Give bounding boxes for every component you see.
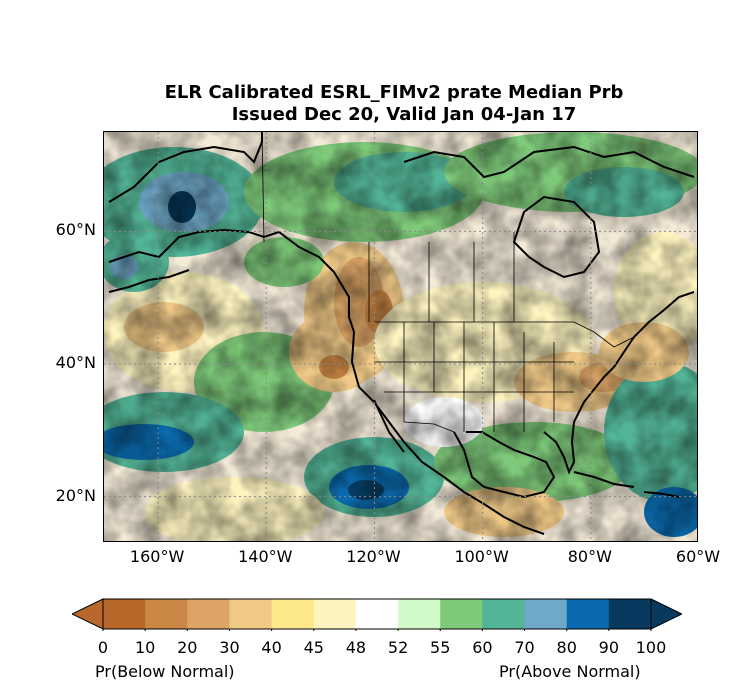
colorbar xyxy=(72,598,682,631)
colorbar-under-arrow xyxy=(72,598,104,630)
colorbar-segment xyxy=(524,599,568,629)
border-us-canada xyxy=(374,321,635,348)
colorbar-tick-label: 10 xyxy=(134,638,156,657)
colorbar-tick-label: 70 xyxy=(514,638,535,657)
latitude-label: 20°N xyxy=(55,485,96,505)
longitude-label: 160°W xyxy=(129,547,185,566)
coastline-gulf xyxy=(453,431,556,499)
colorbar-tick-label: 100 xyxy=(635,638,667,657)
latitude-label: 60°N xyxy=(55,220,96,240)
colorbar-tick-label: 52 xyxy=(387,638,409,657)
border-canada-provinces xyxy=(368,232,515,322)
graticule xyxy=(104,132,697,541)
colorbar-tick-label: 40 xyxy=(261,638,282,657)
colorbar-tick-label: 45 xyxy=(303,638,324,657)
coastline-hudson-bay xyxy=(512,195,601,279)
political-borders xyxy=(261,132,635,433)
colorbar-segment xyxy=(187,599,230,629)
coastline-west-coast xyxy=(350,331,545,535)
colorbar-tick-label: 0 xyxy=(97,638,109,657)
probability-map xyxy=(104,132,697,541)
colorbar-tick-label: 80 xyxy=(556,638,577,657)
colorbar-segment xyxy=(398,599,441,629)
probability-field xyxy=(104,132,697,541)
coastline-arctic xyxy=(403,145,695,179)
longitude-label: 120°W xyxy=(346,547,401,566)
latitude-label: 40°N xyxy=(55,353,96,373)
colorbar-tick-label: 48 xyxy=(345,638,367,657)
colorbar-tick-label: 55 xyxy=(430,638,451,657)
border-alaska-canada xyxy=(261,132,265,243)
colorbar-segment xyxy=(566,599,610,629)
coastline-east xyxy=(573,291,695,423)
colorbar-segment xyxy=(271,599,315,629)
colorbar-below-normal-label: Pr(Below Normal) xyxy=(95,662,235,681)
longitude-label: 80°W xyxy=(567,547,612,566)
colorbar-above-normal-label: Pr(Above Normal) xyxy=(499,662,641,681)
colorbar-segment xyxy=(145,599,188,629)
colorbar-tick-label: 20 xyxy=(177,638,198,657)
map-title-line2: Issued Dec 20, Valid Jan 04-Jan 17 xyxy=(231,104,577,125)
colorbar-segment xyxy=(313,599,357,629)
colorbar-tick-label: 30 xyxy=(219,638,240,657)
colorbar-segment xyxy=(355,599,399,629)
colorbar-segment xyxy=(608,599,652,629)
coastline-cuba xyxy=(573,471,635,488)
colorbar-segment xyxy=(229,599,273,629)
border-us-states xyxy=(374,322,574,432)
colorbar-segment xyxy=(103,599,146,629)
coastline-aleutians xyxy=(108,269,190,293)
map-panel xyxy=(103,131,698,542)
coastline-florida xyxy=(543,421,576,475)
longitude-label: 60°W xyxy=(675,547,721,566)
colorbar-over-arrow xyxy=(650,598,682,630)
colorbar-outline xyxy=(102,598,652,630)
coastline-hispaniola xyxy=(643,491,680,498)
longitude-label: 140°W xyxy=(238,547,293,566)
coastline-baja xyxy=(373,399,405,453)
colorbar-tick-label: 60 xyxy=(472,638,493,657)
colorbar-segment xyxy=(440,599,483,629)
map-title-line1: ELR Calibrated ESRL_FIMv2 prate Median P… xyxy=(164,82,624,103)
colorbar-segment xyxy=(482,599,526,629)
longitude-label: 100°W xyxy=(454,547,509,566)
colorbar-tick-label: 90 xyxy=(598,638,620,657)
border-us-mexico xyxy=(403,421,455,433)
